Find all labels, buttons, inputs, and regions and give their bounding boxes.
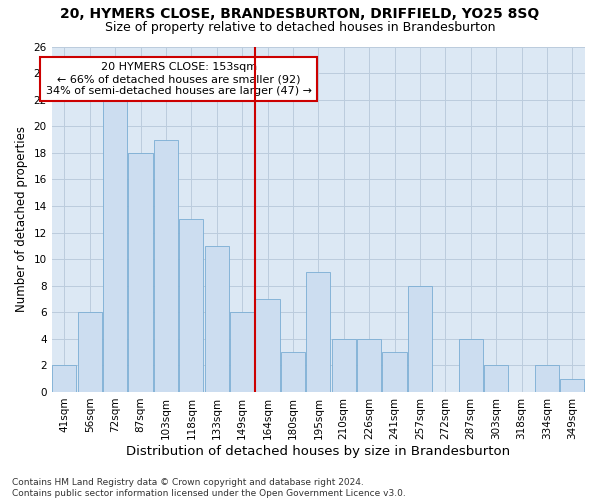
Text: 20, HYMERS CLOSE, BRANDESBURTON, DRIFFIELD, YO25 8SQ: 20, HYMERS CLOSE, BRANDESBURTON, DRIFFIE… <box>61 8 539 22</box>
Bar <box>128 153 152 392</box>
Bar <box>458 339 483 392</box>
Bar <box>382 352 407 392</box>
Text: Size of property relative to detached houses in Brandesburton: Size of property relative to detached ho… <box>105 21 495 34</box>
Bar <box>306 272 331 392</box>
Bar <box>535 366 559 392</box>
Y-axis label: Number of detached properties: Number of detached properties <box>15 126 28 312</box>
Bar <box>103 100 127 392</box>
Bar <box>230 312 254 392</box>
Bar <box>77 312 102 392</box>
Bar <box>332 339 356 392</box>
Bar <box>205 246 229 392</box>
Bar <box>154 140 178 392</box>
Text: 20 HYMERS CLOSE: 153sqm
← 66% of detached houses are smaller (92)
34% of semi-de: 20 HYMERS CLOSE: 153sqm ← 66% of detache… <box>46 62 311 96</box>
Bar <box>179 219 203 392</box>
Bar <box>52 366 76 392</box>
Bar <box>560 378 584 392</box>
Bar <box>256 299 280 392</box>
Text: Contains HM Land Registry data © Crown copyright and database right 2024.
Contai: Contains HM Land Registry data © Crown c… <box>12 478 406 498</box>
Bar <box>357 339 381 392</box>
Bar <box>484 366 508 392</box>
Bar <box>408 286 432 392</box>
Bar <box>281 352 305 392</box>
X-axis label: Distribution of detached houses by size in Brandesburton: Distribution of detached houses by size … <box>126 444 511 458</box>
